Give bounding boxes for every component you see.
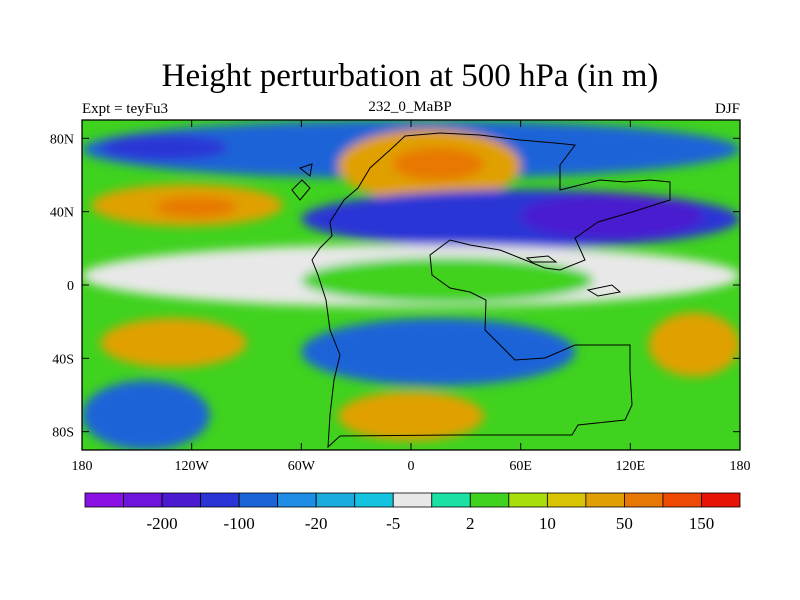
colorbar-swatch (546, 492, 587, 508)
x-tick-label: 120W (175, 459, 210, 474)
colorbar-swatch (200, 492, 240, 508)
contour-region-north-pacific-trough (100, 134, 229, 161)
colorbar-swatch (277, 492, 317, 508)
colorbar-label: 150 (689, 514, 715, 533)
colorbar-label: -200 (146, 514, 177, 533)
contour-region-southern-ocean-ridge (337, 391, 485, 441)
colorbar-swatch (123, 492, 163, 508)
y-axis: 80N 40N 0 40S 80S (50, 132, 740, 441)
contour-region-asia-trough-core (520, 193, 704, 240)
season-label: DJF (715, 101, 740, 117)
colorbar-label: -20 (305, 514, 328, 533)
x-tick-label: 180 (730, 459, 751, 474)
continent-outline (291, 132, 671, 449)
colorbar: -200 -100 -20 -5 2 10 50 150 (84, 492, 741, 533)
run-id-label: 232_0_MaBP (368, 99, 451, 115)
x-tick-label: 0 (408, 459, 415, 474)
contour-region-south-atlantic-trough (301, 318, 576, 386)
colorbar-label: -5 (386, 514, 400, 533)
y-tick-label: 80N (50, 132, 74, 147)
contour-regions (82, 120, 740, 450)
colorbar-swatch (354, 492, 394, 508)
colorbar-swatch (392, 492, 433, 508)
y-tick-label: 80S (52, 426, 74, 441)
contour-region-tropical-green (301, 257, 594, 304)
x-tick-label: 60W (288, 459, 316, 474)
x-tick-label: 180 (72, 459, 93, 474)
colorbar-swatch (161, 492, 201, 508)
colorbar-swatch (701, 492, 741, 508)
contour-region-south-pacific-ridge (100, 318, 247, 368)
x-tick-label: 120E (616, 459, 646, 474)
y-tick-label: 0 (67, 279, 74, 294)
colorbar-swatch (624, 492, 664, 508)
y-tick-label: 40S (52, 352, 74, 367)
chart-title: Height perturbation at 500 hPa (in m) (162, 58, 659, 94)
colorbar-label: 10 (539, 514, 556, 533)
colorbar-swatch (469, 492, 510, 508)
colorbar-swatch (431, 492, 471, 508)
x-axis: 180 120W 60W 0 60E 120E 180 (72, 120, 751, 474)
contour-region-antarctic-trough (82, 380, 210, 450)
colorbar-label: 50 (616, 514, 633, 533)
colorbar-swatch (238, 492, 279, 508)
experiment-label: Expt = teyFu3 (82, 101, 168, 117)
colorbar-swatch (315, 492, 356, 508)
colorbar-swatch (662, 492, 702, 508)
colorbar-label: 2 (466, 514, 475, 533)
y-tick-label: 40N (50, 206, 74, 221)
contour-region-indian-ocean-ridge (648, 312, 740, 377)
map-field (82, 120, 740, 450)
contour-region-north-pacific-ridge-core (155, 197, 238, 218)
colorbar-swatch (585, 492, 625, 508)
colorbar-swatch (84, 492, 124, 508)
colorbar-label: -100 (224, 514, 255, 533)
contour-region-europe-arctic-ridge-core (392, 147, 485, 181)
colorbar-swatch (508, 492, 548, 508)
x-tick-label: 60E (509, 459, 532, 474)
